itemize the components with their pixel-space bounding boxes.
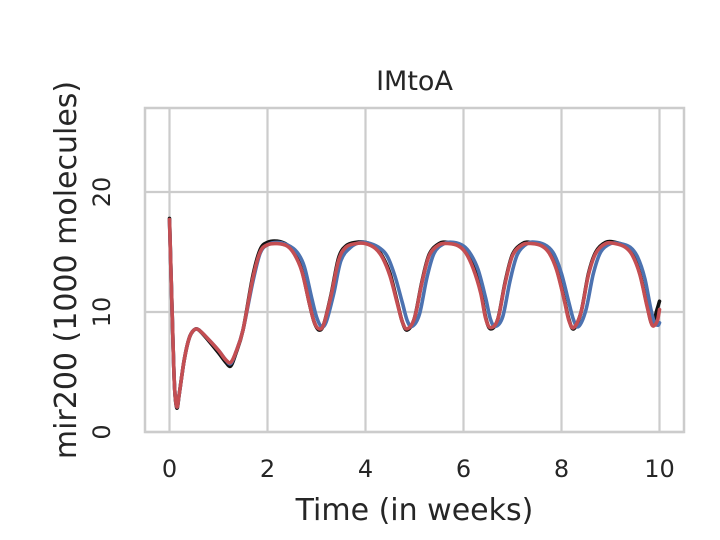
x-axis-label: Time (in weeks) — [295, 493, 534, 528]
x-tick-label-3: 6 — [456, 455, 471, 483]
y-axis-ticks: 0 10 20 — [88, 177, 116, 440]
x-tick-label-0: 0 — [162, 455, 177, 483]
chart-title: IMtoA — [376, 66, 453, 97]
x-axis-ticks: 0 2 4 6 8 10 — [162, 455, 675, 483]
x-tick-label-4: 8 — [554, 455, 569, 483]
y-axis-label: mir200 (1000 molecules) — [49, 81, 84, 459]
plot-area-frame — [143, 106, 686, 434]
x-tick-label-1: 2 — [260, 455, 275, 483]
y-tick-label-0: 0 — [88, 424, 116, 439]
y-tick-label-1: 10 — [88, 297, 116, 328]
y-tick-label-2: 20 — [88, 177, 116, 208]
x-tick-label-5: 10 — [644, 455, 675, 483]
series-line-2 — [167, 217, 662, 409]
series-lines — [167, 216, 662, 410]
x-tick-label-2: 4 — [358, 455, 373, 483]
